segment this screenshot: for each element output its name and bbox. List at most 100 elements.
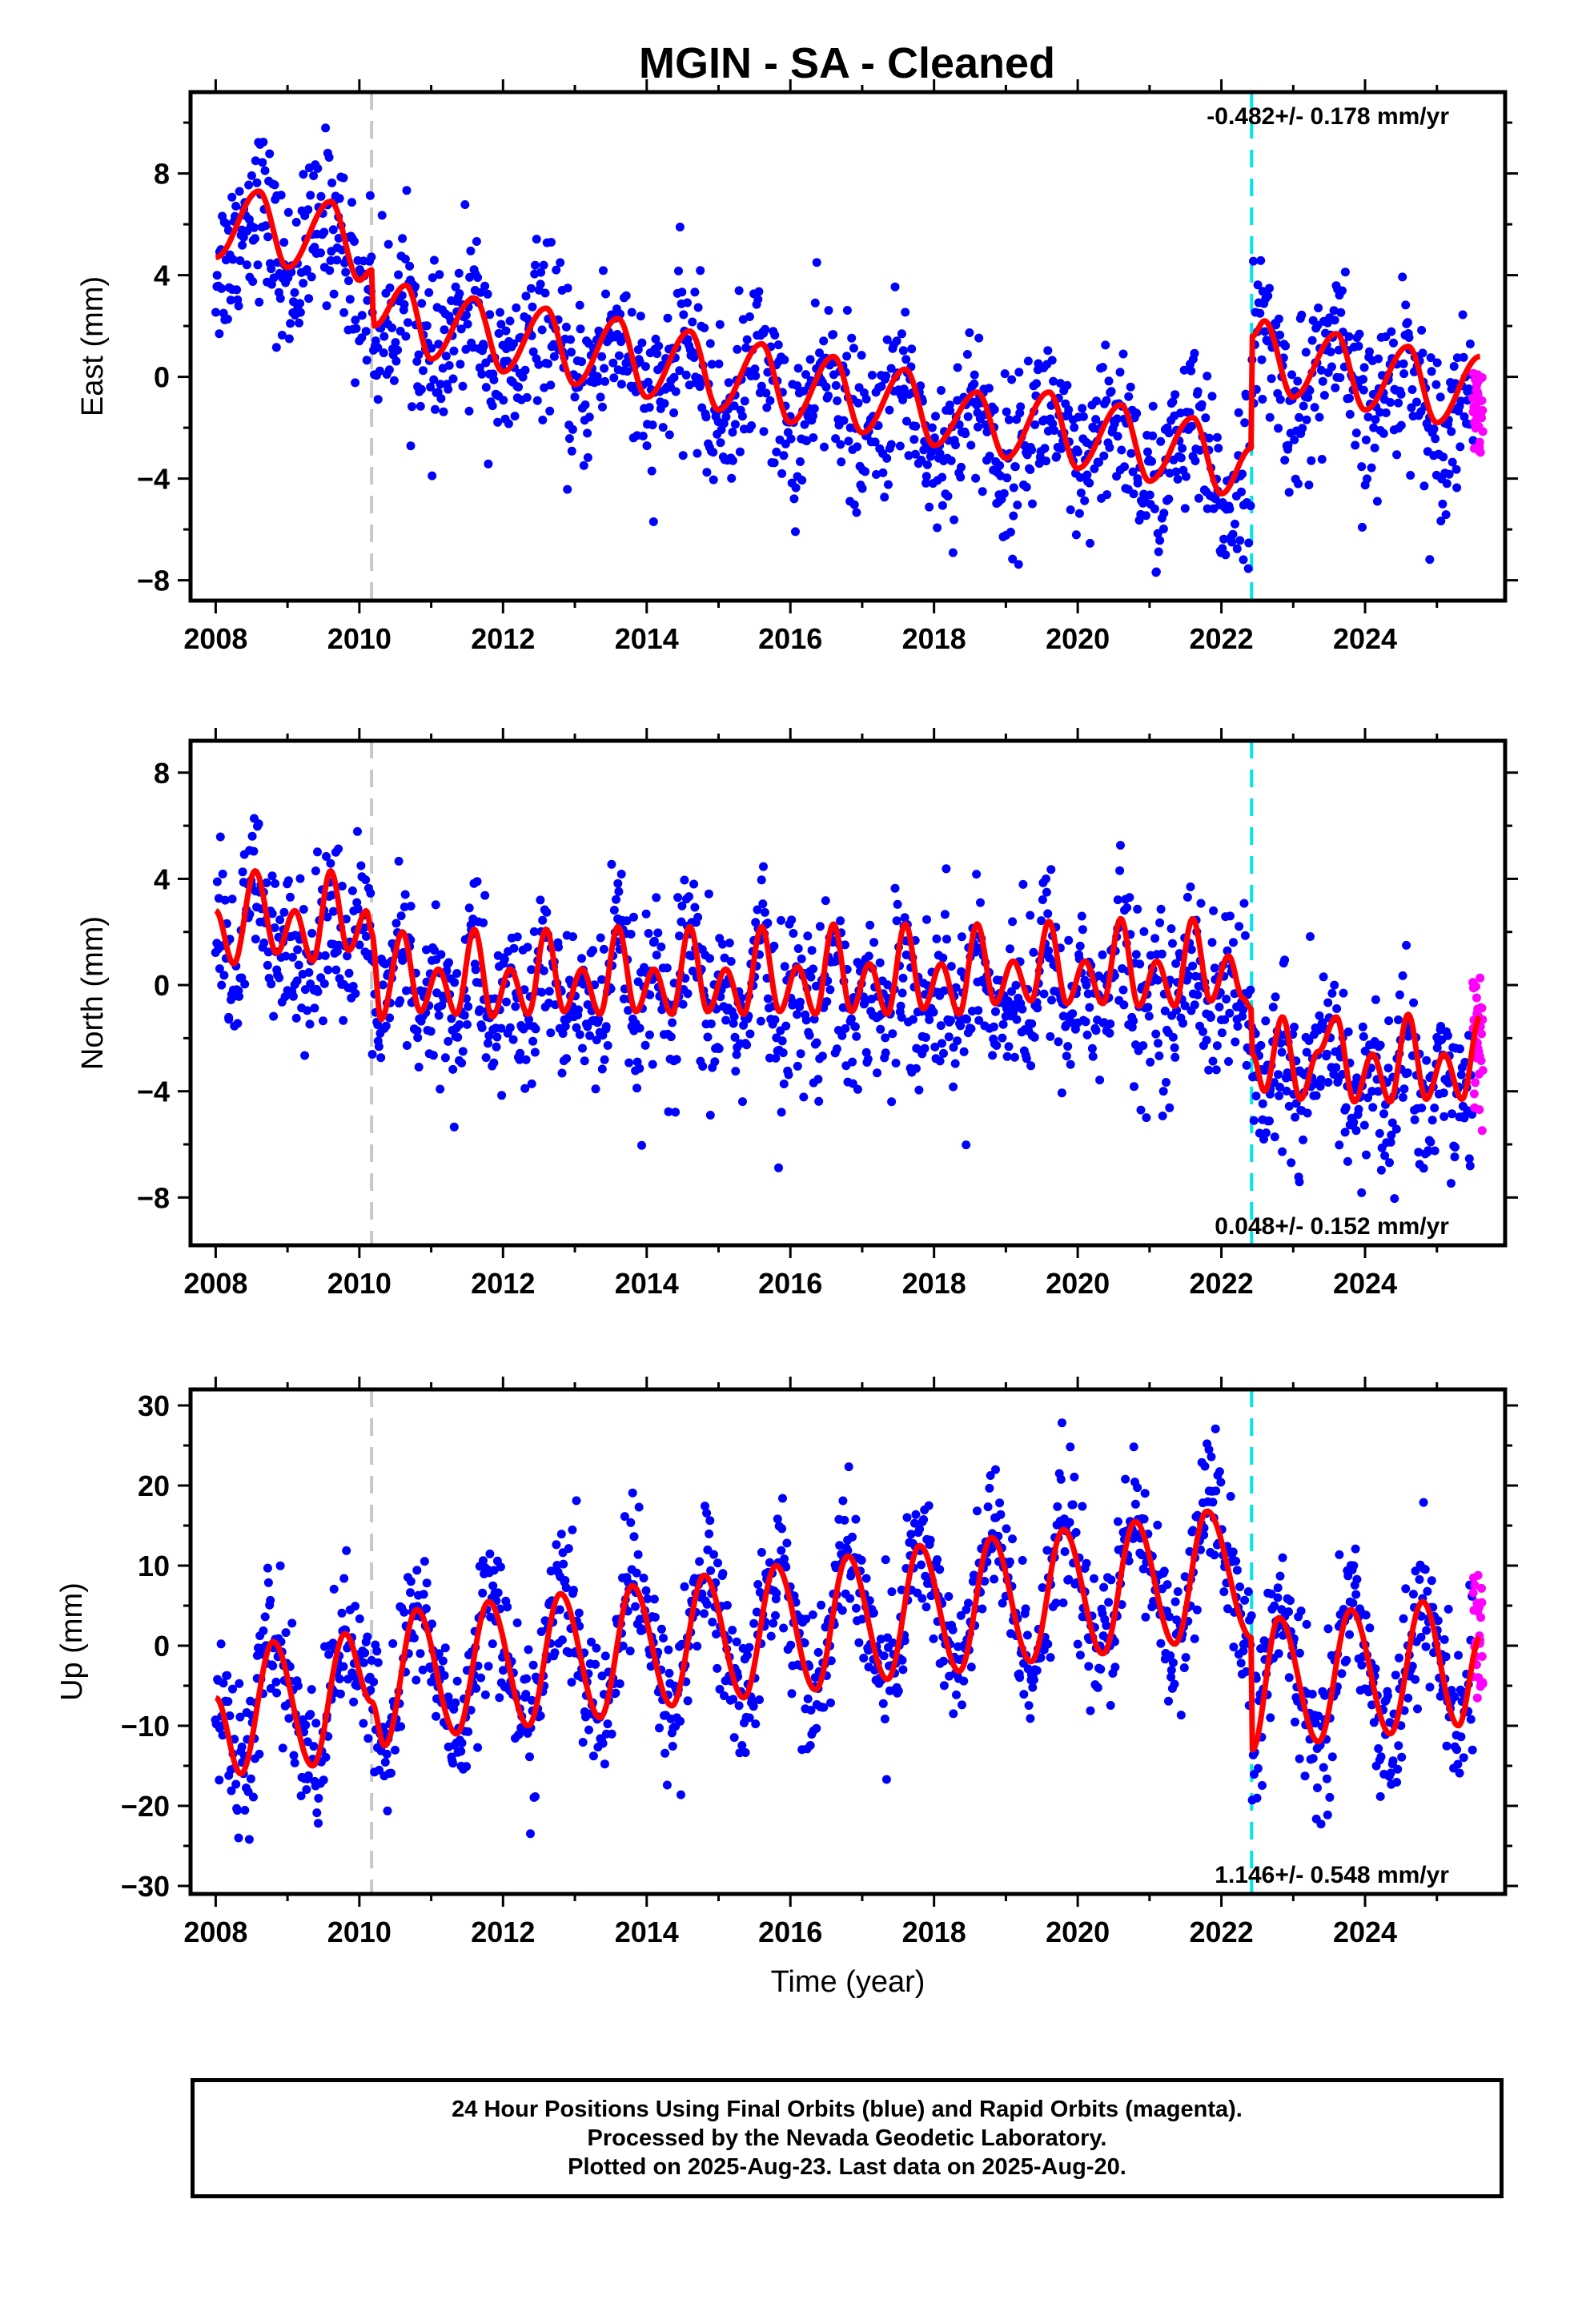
east-final-orbit-point xyxy=(306,191,315,200)
north-final-orbit-point xyxy=(1011,980,1021,990)
up-final-orbit-point xyxy=(1433,1616,1443,1626)
east-final-orbit-point xyxy=(313,163,323,173)
up-final-orbit-point xyxy=(1423,1586,1432,1596)
north-final-orbit-point xyxy=(1037,916,1046,926)
up-final-orbit-point xyxy=(835,1541,845,1550)
up-final-orbit-point xyxy=(1121,1474,1130,1484)
east-final-orbit-point xyxy=(857,351,866,360)
east-final-orbit-point xyxy=(638,432,648,440)
north-final-orbit-point xyxy=(259,938,269,947)
east-final-orbit-point xyxy=(990,405,999,414)
up-final-orbit-point xyxy=(466,1706,476,1715)
east-final-orbit-point xyxy=(299,170,308,179)
east-final-orbit-point xyxy=(824,306,833,316)
north-final-orbit-point xyxy=(1182,892,1192,902)
up-final-orbit-point xyxy=(948,1625,958,1634)
north-final-orbit-point xyxy=(391,919,401,928)
east-final-orbit-point xyxy=(509,339,518,348)
up-final-orbit-point xyxy=(859,1654,869,1663)
east-final-orbit-point xyxy=(1307,336,1317,345)
up-final-orbit-point xyxy=(263,1563,272,1573)
east-final-orbit-point xyxy=(665,430,674,440)
east-final-orbit-point xyxy=(1074,447,1082,456)
up-final-orbit-point xyxy=(263,1578,273,1587)
up-final-orbit-point xyxy=(1351,1590,1361,1599)
east-final-orbit-point xyxy=(978,487,987,497)
north-final-orbit-point xyxy=(322,852,331,861)
up-final-orbit-point xyxy=(1164,1696,1173,1706)
up-final-orbit-point xyxy=(1141,1612,1150,1622)
north-final-orbit-point xyxy=(1002,1004,1011,1014)
up-final-orbit-point xyxy=(456,1747,466,1756)
east-rapid-orbit-point xyxy=(1478,406,1488,415)
east-final-orbit-point xyxy=(1173,474,1182,484)
north-final-orbit-point xyxy=(227,895,237,904)
east-final-orbit-point xyxy=(435,270,444,279)
east-final-orbit-point xyxy=(228,255,238,264)
north-final-orbit-point xyxy=(706,1019,716,1028)
east-final-orbit-point xyxy=(350,237,359,246)
east-final-orbit-point xyxy=(1129,489,1138,499)
north-final-orbit-point xyxy=(939,986,949,995)
north-final-orbit-point xyxy=(1046,865,1056,875)
north-final-orbit-point xyxy=(1306,932,1315,941)
north-final-orbit-point xyxy=(897,1012,906,1022)
up-final-orbit-point xyxy=(1223,1604,1232,1614)
up-final-orbit-point xyxy=(597,1671,607,1681)
east-final-orbit-point xyxy=(1255,308,1265,318)
north-final-orbit-point xyxy=(841,940,849,950)
up-final-orbit-point xyxy=(527,1695,536,1705)
east-final-orbit-point xyxy=(721,412,731,422)
up-final-orbit-point xyxy=(578,1738,588,1747)
north-final-orbit-point xyxy=(1456,1070,1466,1080)
north-final-orbit-point xyxy=(1166,924,1176,934)
north-final-orbit-point xyxy=(763,919,773,928)
east-final-orbit-point xyxy=(484,459,493,468)
up-final-orbit-point xyxy=(396,1722,406,1731)
north-final-orbit-point xyxy=(458,1047,468,1056)
north-final-orbit-point xyxy=(460,1011,469,1020)
north-final-orbit-point xyxy=(942,935,951,944)
east-final-orbit-point xyxy=(1092,396,1101,406)
up-final-orbit-point xyxy=(845,1594,855,1603)
north-x-tick-label: 2016 xyxy=(758,1267,822,1300)
east-final-orbit-point xyxy=(1056,379,1065,388)
up-final-orbit-point xyxy=(966,1663,976,1672)
east-final-orbit-point xyxy=(849,344,858,353)
east-final-orbit-point xyxy=(1168,397,1178,407)
east-final-orbit-point xyxy=(361,327,371,336)
east-final-orbit-point xyxy=(1290,435,1299,444)
east-final-orbit-point xyxy=(1335,373,1345,383)
east-final-orbit-point xyxy=(299,279,308,288)
east-final-orbit-point xyxy=(1042,456,1051,466)
north-final-orbit-point xyxy=(428,1051,438,1060)
up-final-orbit-point xyxy=(1200,1462,1210,1471)
east-final-orbit-point xyxy=(642,441,652,451)
up-final-orbit-point xyxy=(786,1640,796,1650)
up-final-orbit-point xyxy=(949,1709,958,1719)
north-final-orbit-point xyxy=(560,1022,570,1031)
north-final-orbit-point xyxy=(814,1096,824,1106)
up-final-orbit-point xyxy=(303,1771,313,1780)
north-final-orbit-point xyxy=(769,941,779,951)
east-final-orbit-point xyxy=(1099,451,1109,460)
north-plot-area xyxy=(211,741,1488,1245)
up-final-orbit-point xyxy=(568,1586,578,1595)
up-final-orbit-point xyxy=(246,1774,255,1783)
up-final-orbit-point xyxy=(335,1689,345,1699)
east-final-orbit-point xyxy=(1151,567,1161,577)
up-final-orbit-point xyxy=(876,1634,885,1644)
up-final-orbit-point xyxy=(259,1626,268,1635)
north-final-orbit-point xyxy=(356,861,366,870)
east-final-orbit-point xyxy=(1298,424,1307,433)
up-final-orbit-point xyxy=(921,1602,931,1612)
up-final-orbit-point xyxy=(1277,1605,1287,1614)
north-final-orbit-point xyxy=(677,901,687,911)
east-final-orbit-point xyxy=(1465,340,1475,348)
east-final-orbit-point xyxy=(1008,554,1018,564)
north-rapid-orbit-point xyxy=(1471,1078,1480,1088)
up-final-orbit-point xyxy=(1453,1759,1463,1769)
east-final-orbit-point xyxy=(729,401,739,411)
north-final-orbit-point xyxy=(1403,1068,1412,1078)
up-final-orbit-point xyxy=(1308,1754,1318,1763)
